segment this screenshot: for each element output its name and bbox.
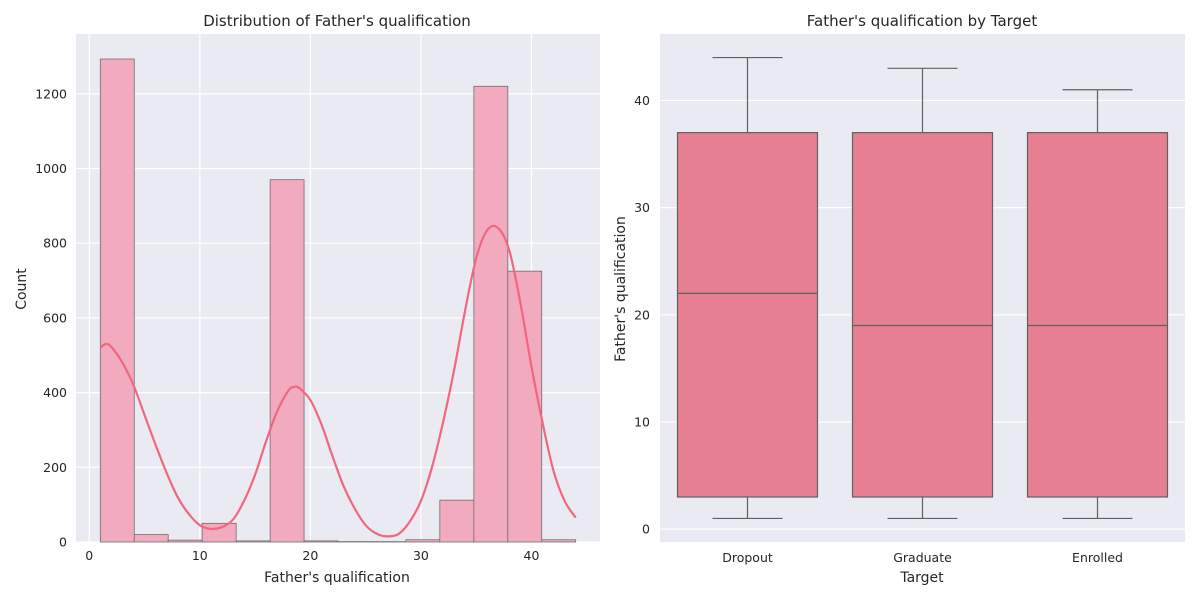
iqr-box [1026, 131, 1169, 498]
histogram-x-ticks: 0 10 20 30 40 [85, 548, 539, 563]
histogram-bar [439, 499, 475, 543]
kde-curve [99, 224, 577, 538]
histogram-bar [405, 539, 441, 543]
x-tick-label: Dropout [722, 550, 773, 565]
x-tick-label: Graduate [893, 550, 952, 565]
histogram-y-ticks: 0 200 400 600 800 1000 1200 [35, 86, 67, 549]
x-tick-label: 10 [192, 548, 208, 563]
histogram-bar [473, 85, 509, 543]
y-tick-label: 1200 [35, 86, 67, 101]
y-tick-label: 20 [634, 307, 650, 322]
boxplot-x-ticks: Dropout Graduate Enrolled [722, 550, 1123, 565]
histogram-bar [507, 270, 543, 543]
x-tick-label: 0 [85, 548, 93, 563]
boxplot-y-ticks: 0 10 20 30 40 [634, 93, 650, 537]
boxplot-title: Father's qualification by Target [807, 12, 1038, 30]
y-tick-label: 400 [43, 385, 67, 400]
x-tick-label: 40 [524, 548, 540, 563]
y-tick-label: 600 [43, 310, 67, 325]
box-dropout [676, 56, 819, 520]
histogram-panel: 0 10 20 30 40 0 200 400 600 800 1000 1200 Distribu… [14, 12, 600, 586]
boxplot-boxes [676, 56, 1169, 520]
y-tick-label: 30 [634, 200, 650, 215]
x-tick-label: Enrolled [1072, 550, 1123, 565]
histogram-bar [269, 179, 305, 543]
histogram-bar [167, 539, 203, 543]
histogram-title: Distribution of Father's qualification [203, 12, 471, 30]
histogram-y-label: Count [14, 268, 30, 310]
histogram-bar [235, 540, 271, 543]
histogram-grid [76, 34, 600, 543]
histogram-bar [303, 540, 339, 543]
histogram-bars [99, 58, 577, 543]
histogram-bar [201, 522, 237, 543]
boxplot-x-label: Target [899, 570, 944, 586]
y-tick-label: 40 [634, 93, 650, 108]
histogram-bar [133, 534, 169, 543]
y-tick-label: 1000 [35, 161, 67, 176]
x-tick-label: 20 [302, 548, 318, 563]
y-tick-label: 0 [642, 522, 650, 537]
box-enrolled [1026, 89, 1169, 520]
x-tick-label: 30 [413, 548, 429, 563]
boxplot-panel: Dropout Graduate Enrolled 0 10 20 30 40 Father… [613, 12, 1185, 586]
iqr-box [851, 131, 994, 498]
histogram-bar [99, 58, 135, 543]
histogram-bar [541, 539, 577, 543]
y-tick-label: 0 [59, 535, 67, 550]
iqr-box [676, 131, 819, 498]
y-tick-label: 10 [634, 414, 650, 429]
y-tick-label: 200 [43, 460, 67, 475]
boxplot-y-label: Father's qualification [613, 216, 629, 362]
box-graduate [851, 67, 994, 520]
y-tick-label: 800 [43, 236, 67, 251]
histogram-x-label: Father's qualification [264, 570, 410, 586]
